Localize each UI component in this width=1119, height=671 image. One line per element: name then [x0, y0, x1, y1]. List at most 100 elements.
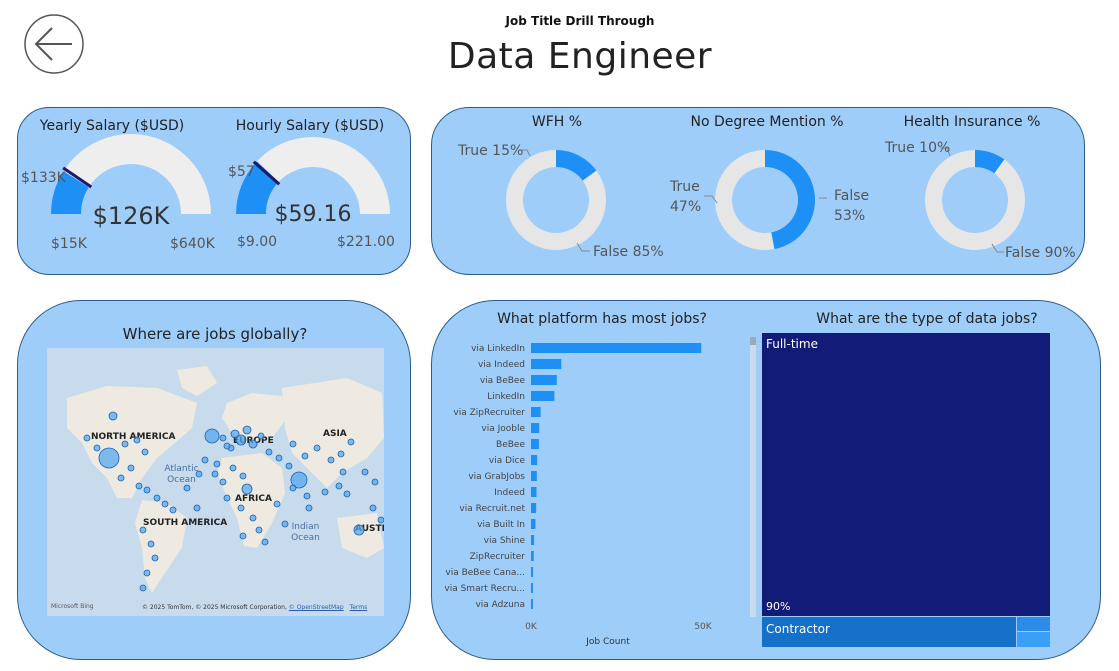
yearly-gauge-target [62, 166, 93, 189]
job-location-bubble [161, 500, 169, 508]
job-location-bubble [133, 436, 141, 444]
bar-category-label: via Recruit.net [459, 504, 525, 514]
treemap-other-2[interactable] [1017, 632, 1050, 647]
indian-line-2: Ocean [291, 533, 320, 543]
donut-true-slice [556, 150, 597, 181]
jobs-card: What platform has most jobs? via LinkedI… [431, 300, 1101, 660]
job-location-bubble [139, 526, 147, 534]
job-location-bubble [230, 429, 240, 439]
bar-category-label: via BeBee Cana... [445, 568, 525, 578]
job-location-bubble [337, 450, 345, 458]
back-button[interactable] [24, 14, 84, 74]
no-degree-false-pct: 53% [834, 208, 866, 224]
job-location-bubble [290, 471, 308, 489]
europe-land [222, 393, 287, 443]
job-location-bubble [153, 494, 161, 502]
bar [531, 407, 541, 417]
job-location-bubble [255, 526, 263, 534]
bar-category-label: ZipRecruiter [470, 552, 526, 562]
job-location-bubble [289, 440, 297, 448]
bar-category-label: BeBee [496, 440, 525, 450]
fulltime-pct: 90% [766, 600, 791, 613]
no-degree-true-pct: 47% [670, 199, 702, 215]
donut-true-slice [765, 150, 815, 250]
indian-line-1: Indian [291, 522, 320, 532]
job-location-bubble [239, 472, 247, 480]
donut-false-slice [715, 150, 775, 251]
treemap-contractor[interactable]: Contractor [762, 617, 1016, 647]
yearly-gauge-fill [51, 171, 89, 214]
osm-link[interactable]: © OpenStreetMap [288, 604, 344, 611]
wfh-false-label: False 85% [593, 244, 664, 260]
bar [531, 439, 539, 449]
job-location-bubble [183, 484, 191, 492]
bar [531, 471, 537, 481]
yearly-salary-title: Yearly Salary ($USD) [39, 118, 185, 134]
hourly-value: $59.16 [274, 202, 352, 227]
job-location-bubble [108, 411, 118, 421]
job-location-bubble [83, 434, 91, 442]
job-location-bubble [219, 478, 227, 486]
south-america-land [135, 500, 187, 593]
job-location-bubble [281, 520, 289, 528]
hourly-gauge-target [252, 160, 281, 186]
atlantic-line-1: Atlantic [164, 464, 199, 474]
leader-line [940, 147, 951, 157]
bar [531, 599, 533, 609]
contractor-label: Contractor [766, 622, 830, 636]
bar-category-label: via Dice [489, 456, 526, 466]
job-location-bubble [257, 432, 265, 440]
job-location-bubble [343, 490, 351, 498]
job-location-bubble [303, 492, 311, 500]
job-location-bubble [377, 516, 384, 524]
terms-link[interactable]: Terms [349, 604, 368, 611]
job-location-bubble [121, 440, 129, 448]
job-location-bubble [169, 506, 177, 514]
job-location-bubble [242, 425, 252, 435]
bar-category-label: via LinkedIn [471, 344, 525, 354]
treemap-other-1[interactable] [1017, 617, 1050, 631]
hourly-salary-title: Hourly Salary ($USD) [235, 118, 385, 134]
job-location-bubble [213, 460, 221, 468]
donut-drawings [506, 147, 1025, 253]
page-title: Data Engineer [447, 36, 713, 77]
scrollbar-thumb[interactable] [750, 337, 756, 345]
label-asia: ASIA [323, 429, 347, 439]
job-location-bubble [361, 468, 369, 476]
job-location-bubble [353, 524, 365, 536]
atlantic-line-2: Ocean [167, 475, 196, 485]
wfh-title: WFH % [531, 114, 583, 130]
job-location-bubble [321, 488, 329, 496]
job-location-bubble [305, 504, 313, 512]
platforms-title: What platform has most jobs? [497, 311, 707, 327]
benefits-card: WFH % No Degree Mention % Health Insuran… [431, 107, 1085, 275]
job-location-bubble [141, 448, 149, 456]
salary-card: Yearly Salary ($USD) Hourly Salary ($USD… [17, 107, 411, 275]
platform-bar-chart[interactable]: via LinkedIn via Indeed via BeBee LinkedIn v… [432, 301, 752, 661]
hourly-min: $9.00 [237, 234, 278, 250]
job-location-bubble [139, 584, 147, 592]
treemap[interactable]: Full-time 90% Contractor [762, 333, 1052, 648]
label-africa: AFRICA [235, 494, 272, 504]
treemap-fulltime[interactable]: Full-time 90% [762, 333, 1050, 616]
x-tick-label: 0K [525, 622, 538, 632]
job-location-bubble [301, 452, 309, 460]
yearly-value: $126K [92, 202, 170, 230]
map-card: Where are jobs globally? NORTH AMERICA E… [17, 300, 411, 660]
bar [531, 519, 536, 529]
bar [531, 455, 538, 465]
job-location-bubble [313, 444, 321, 452]
bar-chart-scrollbar[interactable] [750, 337, 756, 617]
greenland-land [177, 366, 217, 396]
no-degree-title: No Degree Mention % [690, 114, 844, 130]
leader-line [704, 195, 718, 204]
world-map[interactable]: NORTH AMERICA EUROPE ASIA AFRICA SOUTH A… [47, 348, 384, 616]
job-location-bubble [219, 434, 227, 442]
job-location-bubble [371, 478, 379, 486]
label-indian: Indian Ocean [283, 522, 328, 544]
x-axis-title: Job Count [585, 637, 630, 647]
job-location-bubble [273, 500, 281, 508]
job-location-bubbles [83, 411, 384, 592]
yearly-min: $15K [51, 236, 87, 252]
bar-category-label: Indeed [494, 488, 525, 498]
